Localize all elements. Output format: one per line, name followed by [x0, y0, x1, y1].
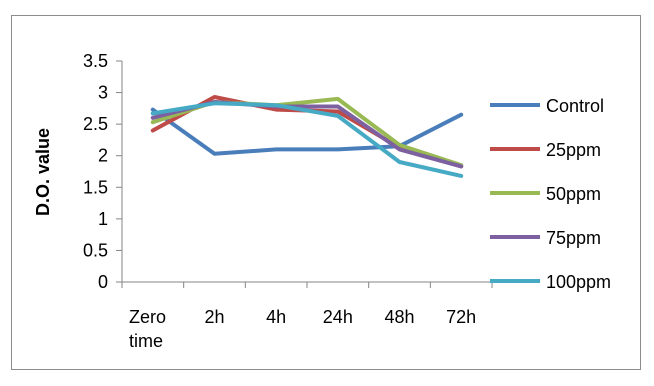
legend: Control 25ppm 50ppm 75ppm 100ppm: [490, 96, 611, 292]
x-tick-label: 24h: [323, 307, 353, 327]
legend-label: 50ppm: [546, 184, 601, 204]
x-tick-label: 48h: [384, 307, 414, 327]
y-axis-title: D.O. value: [33, 128, 53, 216]
legend-label: 75ppm: [546, 228, 601, 248]
legend-label: 100ppm: [546, 272, 611, 292]
x-tick-label: 72h: [446, 307, 476, 327]
series-lines: [150, 95, 464, 178]
y-tick-label: 1.5: [83, 177, 108, 197]
y-tick-label: 3: [98, 83, 108, 103]
y-tick-label: 3.5: [83, 51, 108, 71]
y-tick-label: 2.5: [83, 114, 108, 134]
x-tick-label: 2h: [204, 307, 224, 327]
y-tick-label: 0.5: [83, 240, 108, 260]
series-line-control: [150, 107, 464, 156]
y-tick-label: 1: [98, 209, 108, 229]
legend-label: Control: [546, 96, 604, 116]
x-tick-label: 4h: [266, 307, 286, 327]
legend-label: 25ppm: [546, 140, 601, 160]
series-line-100ppm: [150, 101, 464, 178]
y-tick-label: 2: [98, 146, 108, 166]
y-tick-label: 0: [98, 272, 108, 292]
axes: 0 0.5 1 1.5 2 2.5 3 3.5 Zero time 2h 4h 24h 48h 72h: [83, 51, 493, 351]
x-tick-label: Zero time: [129, 307, 166, 351]
